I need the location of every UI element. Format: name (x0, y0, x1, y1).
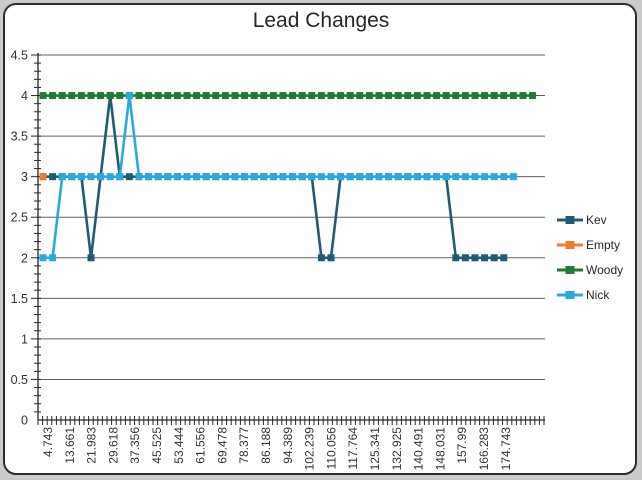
svg-text:21.983: 21.983 (85, 427, 99, 464)
line-marker-icon (557, 265, 583, 274)
svg-text:2: 2 (21, 251, 28, 265)
svg-text:3: 3 (21, 170, 28, 184)
svg-text:102.239: 102.239 (303, 427, 317, 471)
svg-text:94.389: 94.389 (281, 427, 295, 464)
svg-text:13.661: 13.661 (63, 427, 77, 464)
svg-text:1.5: 1.5 (11, 292, 28, 306)
line-marker-icon (557, 240, 583, 249)
svg-text:69.478: 69.478 (215, 427, 229, 464)
svg-text:140.491: 140.491 (412, 427, 426, 471)
svg-text:0.5: 0.5 (11, 373, 28, 387)
svg-text:0: 0 (21, 414, 28, 428)
svg-text:29.618: 29.618 (106, 427, 120, 464)
line-marker-icon (557, 215, 583, 224)
svg-text:4.743: 4.743 (41, 427, 55, 457)
svg-text:53.444: 53.444 (172, 427, 186, 464)
svg-text:3.5: 3.5 (11, 130, 28, 144)
legend-item-empty: Empty (557, 236, 623, 253)
svg-text:45.525: 45.525 (150, 427, 164, 464)
svg-text:132.925: 132.925 (390, 427, 404, 471)
svg-text:2.5: 2.5 (11, 211, 28, 225)
svg-text:4: 4 (21, 89, 28, 103)
line-marker-icon (557, 290, 583, 299)
svg-text:148.031: 148.031 (433, 427, 447, 471)
svg-text:125.341: 125.341 (368, 427, 382, 471)
svg-text:86.188: 86.188 (259, 427, 273, 464)
svg-text:37.356: 37.356 (128, 427, 142, 464)
svg-text:1: 1 (21, 332, 28, 346)
svg-text:174.743: 174.743 (499, 427, 513, 471)
legend-label: Nick (586, 287, 610, 302)
svg-text:117.764: 117.764 (346, 427, 360, 470)
svg-text:157.99: 157.99 (455, 427, 469, 464)
legend-label: Empty (586, 237, 621, 252)
legend-label: Woody (586, 262, 624, 277)
svg-text:4.5: 4.5 (11, 49, 28, 63)
chart-title: Lead Changes (252, 9, 390, 32)
legend-item-kev: Kev (557, 211, 623, 228)
svg-text:78.377: 78.377 (237, 427, 251, 464)
svg-text:166.283: 166.283 (477, 427, 491, 471)
legend-item-nick: Nick (557, 286, 623, 303)
svg-text:110.056: 110.056 (324, 427, 338, 470)
svg-text:61.556: 61.556 (194, 427, 208, 464)
legend: Kev Empty Woody Nick (557, 211, 623, 303)
legend-label: Kev (586, 212, 607, 227)
legend-item-woody: Woody (557, 261, 623, 278)
